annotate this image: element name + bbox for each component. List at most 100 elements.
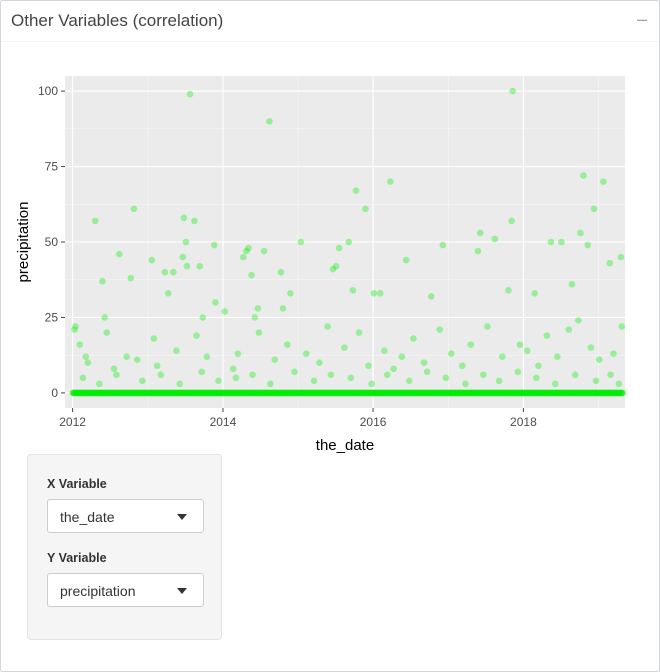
caret-down-icon xyxy=(177,514,187,520)
data-point xyxy=(300,389,307,397)
data-point xyxy=(543,332,551,339)
data-point xyxy=(306,389,314,397)
data-point xyxy=(449,389,457,397)
data-point xyxy=(393,389,400,397)
data-point xyxy=(610,350,617,357)
data-point xyxy=(525,389,533,397)
data-point xyxy=(184,389,192,397)
data-point xyxy=(617,253,625,261)
data-point xyxy=(156,389,163,397)
data-point xyxy=(261,389,269,397)
data-point xyxy=(606,259,614,267)
data-point xyxy=(495,389,502,397)
data-point xyxy=(354,389,362,397)
data-point xyxy=(507,389,514,397)
data-point xyxy=(212,299,219,306)
data-point xyxy=(179,389,187,397)
data-point xyxy=(524,389,531,397)
data-point xyxy=(569,389,577,397)
data-point xyxy=(209,389,216,397)
data-point xyxy=(519,389,526,397)
data-point xyxy=(165,389,173,397)
data-point xyxy=(565,389,572,397)
data-point xyxy=(571,389,579,397)
data-point xyxy=(466,389,473,397)
data-point xyxy=(505,286,512,294)
data-point xyxy=(580,389,587,397)
data-point xyxy=(152,389,160,397)
data-point xyxy=(602,389,609,397)
data-point xyxy=(425,389,433,397)
data-point xyxy=(83,389,91,397)
data-point xyxy=(217,389,224,397)
data-point xyxy=(235,389,243,397)
data-point xyxy=(587,389,595,397)
data-point xyxy=(76,389,84,397)
data-point xyxy=(498,389,505,397)
data-point xyxy=(558,238,565,246)
data-point xyxy=(214,389,221,397)
data-point xyxy=(524,389,532,397)
data-point xyxy=(480,389,488,397)
data-point xyxy=(74,389,81,397)
data-point xyxy=(348,389,355,397)
data-point xyxy=(340,389,348,397)
data-point xyxy=(160,389,168,397)
data-point xyxy=(173,389,181,397)
data-point xyxy=(144,389,152,397)
data-point xyxy=(208,389,215,397)
data-point xyxy=(332,262,340,270)
data-point xyxy=(148,389,156,397)
data-point xyxy=(595,356,603,364)
data-point xyxy=(591,389,599,397)
data-point xyxy=(611,389,619,397)
data-point xyxy=(482,389,489,397)
data-point xyxy=(278,389,286,397)
data-point xyxy=(174,389,181,397)
data-point xyxy=(191,217,198,225)
data-point xyxy=(74,389,82,397)
data-point xyxy=(516,389,524,397)
data-point xyxy=(263,389,270,397)
data-point xyxy=(541,389,549,397)
data-point xyxy=(113,389,121,397)
data-point xyxy=(298,389,306,397)
data-point xyxy=(388,389,396,397)
y-tick-label: 100 xyxy=(38,84,58,98)
data-point xyxy=(591,389,598,397)
data-point xyxy=(243,389,250,397)
data-point xyxy=(265,389,273,397)
data-point xyxy=(362,389,370,397)
data-point xyxy=(393,389,401,397)
data-point xyxy=(615,389,622,397)
data-point xyxy=(619,389,627,397)
data-point xyxy=(210,389,218,397)
data-point xyxy=(429,389,437,397)
data-point xyxy=(586,389,594,397)
data-point xyxy=(214,389,222,397)
data-point xyxy=(404,389,411,397)
data-point xyxy=(573,389,580,397)
data-point xyxy=(592,377,600,385)
data-point xyxy=(579,389,587,397)
data-point xyxy=(111,389,119,397)
data-point xyxy=(491,235,499,243)
x-variable-select[interactable]: the_date xyxy=(47,499,204,533)
data-point xyxy=(488,389,496,397)
data-point xyxy=(269,389,276,397)
data-point xyxy=(299,389,307,397)
data-point xyxy=(114,389,122,397)
data-point xyxy=(137,389,145,397)
data-point xyxy=(249,371,256,379)
data-point xyxy=(293,389,300,397)
data-point xyxy=(571,371,579,379)
data-point xyxy=(176,389,184,397)
data-point xyxy=(116,389,123,397)
y-variable-select[interactable]: precipitation xyxy=(47,573,204,607)
data-point xyxy=(160,389,167,397)
minus-icon[interactable]: – xyxy=(636,9,647,29)
data-point xyxy=(103,389,111,397)
data-point xyxy=(447,350,455,357)
data-point xyxy=(422,389,429,397)
data-point xyxy=(496,389,503,397)
